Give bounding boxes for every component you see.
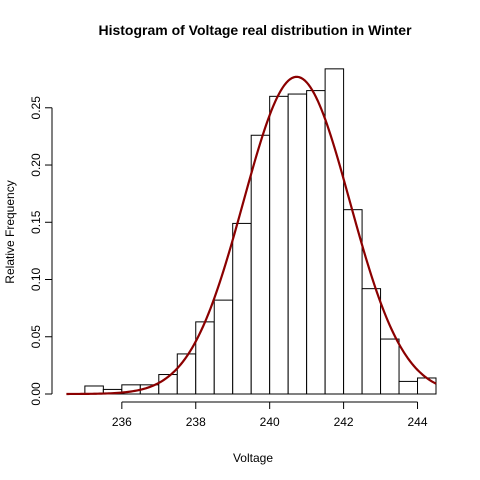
y-tick-label: 0.25 (29, 96, 43, 120)
histogram-bar (176, 353, 197, 395)
x-axis-label: Voltage (233, 451, 273, 465)
histogram-bar (195, 321, 215, 395)
histogram-bar (287, 93, 308, 395)
histogram-bar (269, 95, 289, 395)
histogram-bar (398, 380, 419, 395)
histogram-bar (213, 299, 234, 395)
histogram-bar (417, 377, 437, 395)
histogram-bar (232, 222, 252, 395)
density-curve-layer (66, 75, 437, 396)
y-axis: 0.00 0.05 0.10 0.15 0.20 0.25 (29, 96, 53, 406)
y-axis-label: Relative Frequency (3, 180, 17, 283)
x-tick-label: 240 (260, 415, 280, 429)
y-tick-label: 0.05 (29, 325, 43, 349)
histogram-bars (84, 68, 437, 395)
x-tick-label: 244 (408, 415, 428, 429)
y-tick-label: 0.15 (29, 210, 43, 234)
x-tick-label: 236 (112, 415, 132, 429)
chart-title: Histogram of Voltage real distribution i… (98, 22, 412, 38)
x-tick-label: 242 (334, 415, 354, 429)
y-tick-label: 0.00 (29, 382, 43, 406)
histogram-bar (250, 134, 271, 395)
x-axis: 236 238 240 242 244 (112, 401, 428, 429)
histogram-bar (380, 338, 400, 395)
density-curve (66, 75, 437, 396)
x-tick-label: 238 (186, 415, 206, 429)
y-tick-label: 0.20 (29, 153, 43, 177)
histogram-bar (324, 68, 345, 395)
y-tick-label: 0.10 (29, 268, 43, 292)
histogram-bar (361, 288, 382, 395)
histogram-bar (306, 90, 326, 395)
